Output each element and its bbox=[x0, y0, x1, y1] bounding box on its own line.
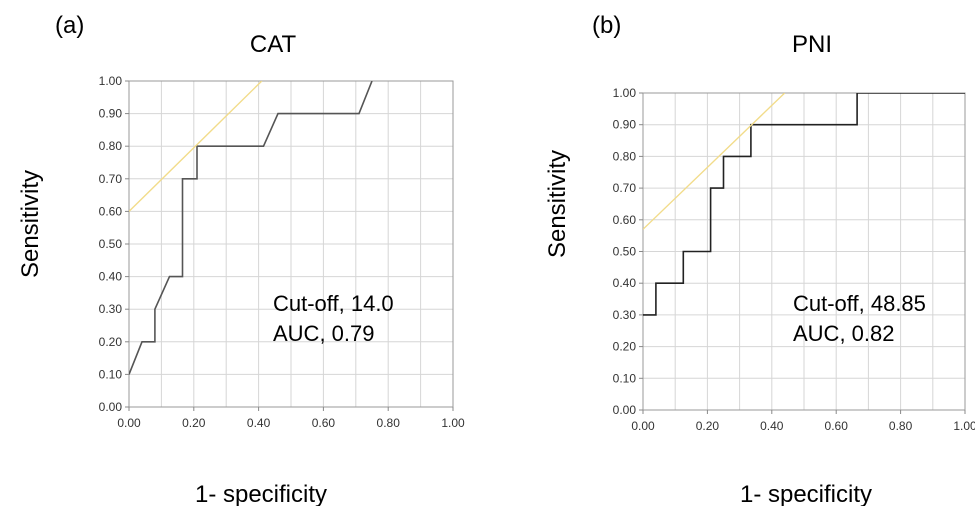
panel-cat: 0.00 0.10 0.20 0.30 0.40 0.50 0.60 0.70 0.80 0.90… bbox=[17, 12, 465, 506]
cutoff-annotation: Cut-off, 14.0 bbox=[273, 291, 394, 316]
x-tick-label: 0.20 bbox=[182, 416, 206, 430]
grid bbox=[642, 92, 966, 411]
y-axis-label: Sensitivity bbox=[544, 150, 571, 258]
y-tick-label: 0.20 bbox=[99, 335, 123, 349]
tangent-line bbox=[129, 81, 263, 212]
auc-annotation: AUC, 0.82 bbox=[793, 321, 895, 346]
chart-title: PNI bbox=[792, 31, 832, 58]
tangent-line bbox=[643, 93, 786, 230]
y-tick-label: 0.90 bbox=[99, 107, 123, 121]
panel-label: (b) bbox=[592, 12, 621, 39]
x-tick-label: 1.00 bbox=[953, 419, 975, 433]
x-tick-label: 0.00 bbox=[631, 419, 655, 433]
roc-curve bbox=[129, 81, 373, 375]
y-tick-label: 0.20 bbox=[613, 340, 637, 354]
x-tick-label: 0.40 bbox=[247, 416, 271, 430]
cutoff-annotation: Cut-off, 48.85 bbox=[793, 291, 926, 316]
x-axis-label: 1- specificity bbox=[195, 481, 327, 506]
y-tick-label: 0.40 bbox=[613, 276, 637, 290]
y-tick-label: 1.00 bbox=[613, 86, 637, 100]
y-tick-label: 0.30 bbox=[613, 308, 637, 322]
y-tick-label: 0.00 bbox=[613, 403, 637, 417]
panel-pni: 0.00 0.10 0.20 0.30 0.40 0.50 0.60 0.70 0.80 0.90… bbox=[544, 12, 975, 506]
x-tick-label: 0.00 bbox=[117, 416, 141, 430]
y-tick-label: 1.00 bbox=[99, 74, 123, 88]
y-tick-label: 0.50 bbox=[613, 245, 637, 259]
y-axis-label: Sensitivity bbox=[17, 170, 44, 278]
x-axis-label: 1- specificity bbox=[740, 481, 872, 506]
grid bbox=[128, 80, 454, 408]
x-tick-label: 0.60 bbox=[312, 416, 336, 430]
y-tick-label: 0.60 bbox=[99, 204, 123, 218]
y-tick-label: 0.80 bbox=[613, 149, 637, 163]
y-tick-label: 0.40 bbox=[99, 270, 123, 284]
panel-label: (a) bbox=[55, 12, 84, 39]
x-tick-label: 0.40 bbox=[760, 419, 784, 433]
chart-title: CAT bbox=[250, 31, 297, 58]
roc-curve bbox=[643, 93, 965, 316]
x-tick-label: 0.20 bbox=[696, 419, 720, 433]
auc-annotation: AUC, 0.79 bbox=[273, 321, 375, 346]
y-tick-label: 0.70 bbox=[99, 172, 123, 186]
y-tick-label: 0.10 bbox=[613, 371, 637, 385]
x-tick-label: 0.60 bbox=[825, 419, 849, 433]
x-tick-label: 0.80 bbox=[377, 416, 401, 430]
x-tick-label: 0.80 bbox=[889, 419, 913, 433]
y-tick-label: 0.90 bbox=[613, 118, 637, 132]
y-tick-label: 0.50 bbox=[99, 237, 123, 251]
y-tick-label: 0.80 bbox=[99, 139, 123, 153]
y-tick-label: 0.00 bbox=[99, 400, 123, 414]
x-tick-label: 1.00 bbox=[441, 416, 465, 430]
y-tick-label: 0.30 bbox=[99, 302, 123, 316]
y-tick-label: 0.10 bbox=[99, 367, 123, 381]
y-tick-label: 0.60 bbox=[613, 213, 637, 227]
y-tick-label: 0.70 bbox=[613, 181, 637, 195]
